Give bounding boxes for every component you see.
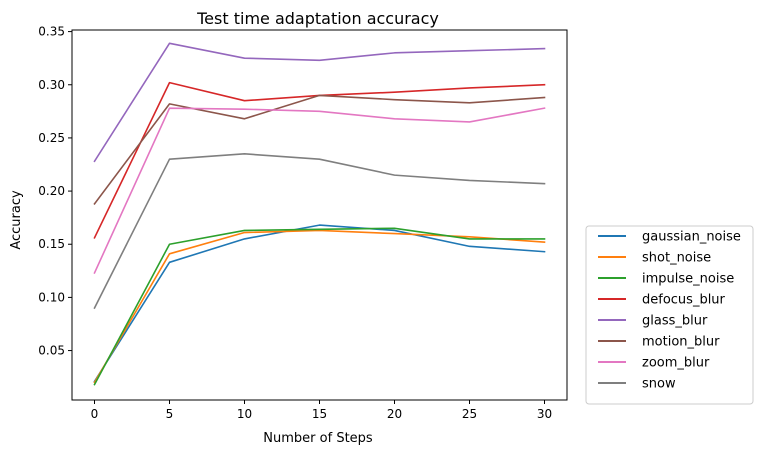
plot-frame xyxy=(71,29,568,401)
y-tick-label: 0.30 xyxy=(38,78,65,92)
legend-label: glass_blur xyxy=(642,314,708,329)
x-axis-label: Number of Steps xyxy=(263,431,373,446)
y-ticks: 0.05 0.10 0.15 0.20 0.25 0.30 0.35 xyxy=(38,25,72,358)
series-line-snow xyxy=(93,153,546,310)
y-tick-label: 0.10 xyxy=(38,290,65,304)
x-tick-label: 10 xyxy=(237,407,252,421)
x-tick-label: 15 xyxy=(312,407,327,421)
series-line-glass_blur xyxy=(93,42,546,163)
x-tick-label: 5 xyxy=(166,407,174,421)
legend-label: motion_blur xyxy=(642,335,720,350)
legend-label: defocus_blur xyxy=(642,293,726,308)
legend-label: snow xyxy=(642,377,676,392)
x-ticks: 0 5 10 15 20 25 30 xyxy=(91,400,552,421)
x-tick-label: 20 xyxy=(387,407,402,421)
chart-title: Test time adaptation accuracy xyxy=(196,9,439,28)
legend: gaussian_noise shot_noise impulse_noisedef… xyxy=(585,225,754,405)
y-tick-label: 0.35 xyxy=(38,25,65,39)
y-axis-label: Accuracy xyxy=(9,190,24,250)
x-tick-label: 30 xyxy=(537,407,552,421)
x-tick-label: 0 xyxy=(91,407,99,421)
x-tick-label: 25 xyxy=(462,407,477,421)
legend-label: zoom_blur xyxy=(642,356,710,371)
series-line-shot_noise xyxy=(93,229,546,384)
legend-label: gaussian_noise xyxy=(642,230,741,245)
series-line-gaussian_noise xyxy=(93,224,546,383)
legend-box xyxy=(585,225,754,405)
series-line-impulse_noise xyxy=(93,227,546,386)
legend-label: shot_noise xyxy=(642,251,711,266)
y-tick-label: 0.05 xyxy=(38,344,65,358)
plot-lines xyxy=(93,42,546,386)
series-line-motion_blur xyxy=(93,94,546,205)
y-tick-label: 0.15 xyxy=(38,237,65,251)
y-tick-label: 0.25 xyxy=(38,131,65,145)
y-tick-label: 0.20 xyxy=(38,184,65,198)
series-line-defocus_blur xyxy=(93,81,546,239)
series-line-zoom_blur xyxy=(93,107,546,275)
legend-label: impulse_noise xyxy=(642,272,734,287)
